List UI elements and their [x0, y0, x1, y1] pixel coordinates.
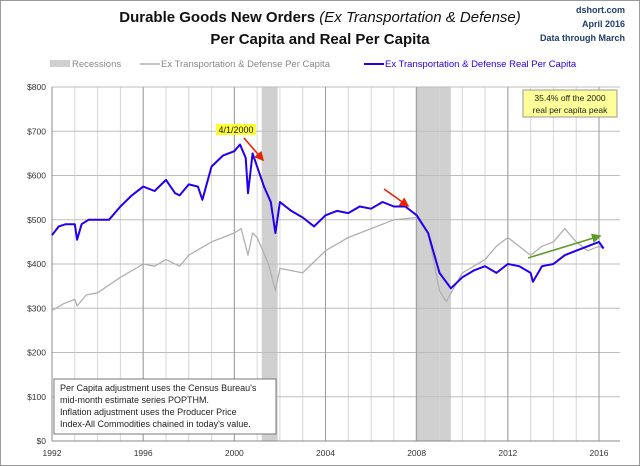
method-note-box — [53, 378, 277, 435]
peak-tag: 4/1/2000 — [216, 124, 256, 135]
off-peak-note: 35.4% off the 2000 real per capita peak — [522, 89, 618, 118]
x-tick-label: 2004 — [316, 448, 335, 458]
off-peak-note-line2: real per capita peak — [533, 105, 608, 115]
real-per-capita-line — [51, 143, 605, 290]
x-tick-label: 2016 — [590, 448, 609, 458]
chart-title: Durable Goods New Orders (Ex Transportat… — [119, 9, 521, 26]
y-tick-label: $100 — [27, 392, 46, 402]
x-tick-label: 2008 — [407, 448, 426, 458]
source-date: April 2016 — [582, 19, 625, 29]
y-tick-label: $0 — [37, 436, 47, 446]
red-arrow-2000 — [243, 137, 265, 162]
y-tick-label: $500 — [27, 215, 46, 225]
peak-tag-background — [216, 124, 256, 135]
method-note-line3: Inflation adjustment uses the Producer P… — [60, 407, 237, 417]
legend-label-nominal: Ex Transportation & Defense Per Capita — [161, 59, 331, 70]
chart-subtitle: Per Capita and Real Per Capita — [210, 31, 430, 48]
x-tick-label: 1996 — [134, 448, 153, 458]
nominal-per-capita-line — [51, 216, 604, 312]
legend-swatch-recessions — [50, 60, 70, 67]
source-data-through: Data through March — [540, 33, 625, 43]
off-peak-note-box — [522, 89, 618, 118]
method-note-line1: Per Capita adjustment uses the Census Bu… — [60, 383, 257, 393]
y-tick-label: $200 — [27, 348, 46, 358]
y-tick-label: $700 — [27, 126, 46, 136]
y-tick-label: $600 — [27, 171, 46, 181]
method-note: Per Capita adjustment uses the Census Bu… — [53, 378, 277, 435]
y-tick-label: $400 — [27, 259, 46, 269]
method-note-line4: Index-All Commodities chained in today's… — [60, 419, 251, 429]
method-note-line2: mid-month estimate series POPTHM. — [60, 395, 209, 405]
source-site: dshort.com — [576, 5, 625, 15]
x-tick-label: 2000 — [225, 448, 244, 458]
legend: Recessions Ex Transportation & Defense P… — [50, 59, 577, 70]
off-peak-note-line1: 35.4% off the 2000 — [534, 93, 605, 103]
legend-label-real: Ex Transportation & Defense Real Per Cap… — [385, 59, 577, 70]
y-tick-label: $800 — [27, 82, 46, 92]
green-arrow-trend — [527, 233, 602, 259]
red-arrow-2007 — [383, 188, 410, 207]
peak-tag-label: 4/1/2000 — [218, 125, 253, 135]
x-tick-label: 2012 — [498, 448, 517, 458]
legend-label-recessions: Recessions — [72, 59, 121, 70]
y-tick-label: $300 — [27, 303, 46, 313]
x-tick-label: 1992 — [43, 448, 62, 458]
